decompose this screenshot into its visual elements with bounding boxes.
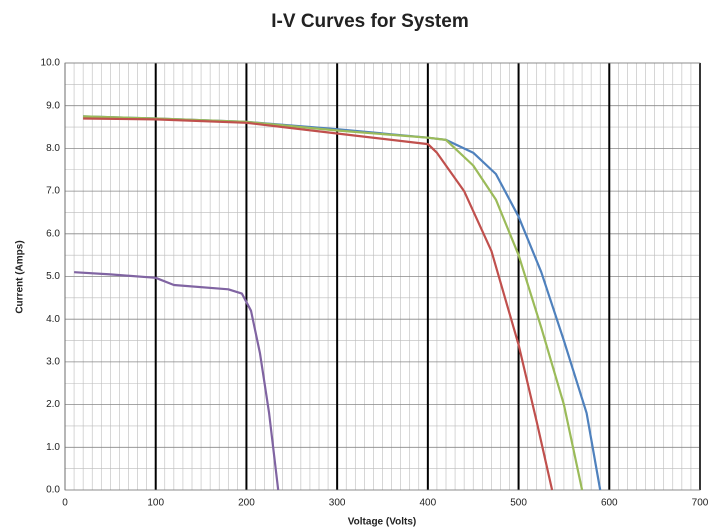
x-tick-label: 100 xyxy=(147,498,164,509)
x-axis-label: Voltage (Volts) xyxy=(348,517,417,528)
x-tick-label: 600 xyxy=(601,498,618,509)
y-tick-label: 10.0 xyxy=(41,58,61,69)
x-tick-label: 400 xyxy=(420,498,437,509)
x-tick-label: 700 xyxy=(692,498,709,509)
x-tick-label: 0 xyxy=(62,498,68,509)
series-line xyxy=(74,271,280,491)
y-tick-label: 1.0 xyxy=(46,442,60,453)
plot-frame xyxy=(64,62,701,491)
y-tick-label: 3.0 xyxy=(46,357,60,368)
chart-title: I-V Curves for System xyxy=(271,11,468,32)
y-tick-label: 4.0 xyxy=(46,314,60,325)
y-tick-label: 5.0 xyxy=(46,271,60,282)
series-line xyxy=(83,115,602,491)
x-tick-label: 200 xyxy=(238,498,255,509)
y-tick-label: 6.0 xyxy=(46,228,60,239)
x-tick-label: 300 xyxy=(329,498,346,509)
y-axis-label: Current (Amps) xyxy=(15,240,26,313)
y-tick-label: 0.0 xyxy=(46,485,60,496)
y-tick-label: 9.0 xyxy=(46,100,60,111)
x-tick-label: 500 xyxy=(510,498,527,509)
y-tick-label: 2.0 xyxy=(46,399,60,410)
y-tick-label: 7.0 xyxy=(46,186,60,197)
series-line xyxy=(83,117,554,491)
y-tick-label: 8.0 xyxy=(46,143,60,154)
